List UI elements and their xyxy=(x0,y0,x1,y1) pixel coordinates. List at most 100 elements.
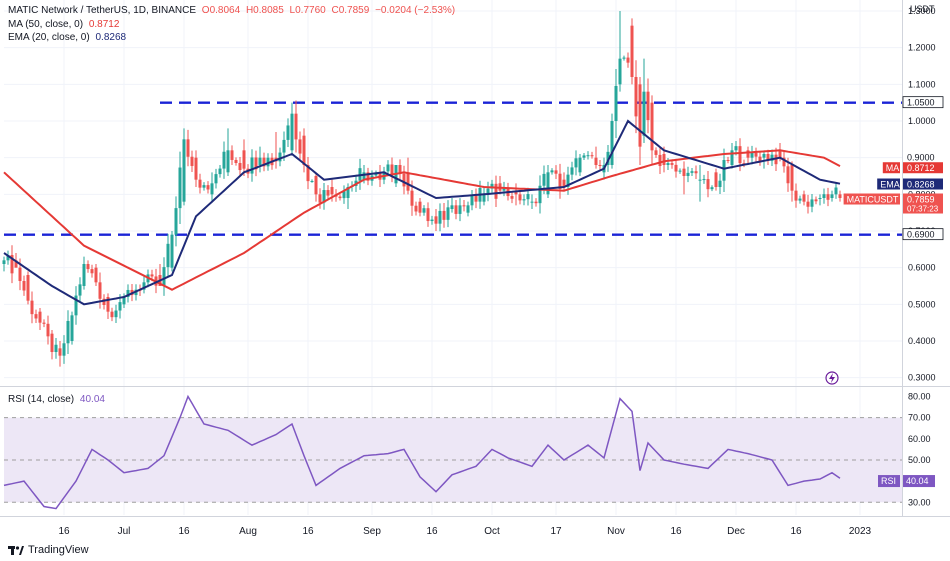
candle-up xyxy=(718,173,722,194)
candle-body xyxy=(302,135,306,165)
candle-body xyxy=(526,194,530,200)
candle-up xyxy=(702,174,706,184)
rsi-tick-label: 80.00 xyxy=(908,391,931,401)
candle-up xyxy=(482,187,486,206)
candle-body xyxy=(142,282,146,290)
candle-body xyxy=(454,205,458,214)
candle-body xyxy=(162,267,166,286)
candle-down xyxy=(758,152,762,166)
candle-body xyxy=(582,155,586,158)
candle-up xyxy=(798,195,802,204)
candle-up xyxy=(430,215,434,225)
candle-down xyxy=(454,200,458,220)
candle-up xyxy=(822,188,826,204)
ohlc-close: C0.7859 xyxy=(331,5,370,16)
candle-down xyxy=(694,165,698,179)
price-tag-ma: 0.8712 MA xyxy=(882,162,943,174)
ema-value: 0.8268 xyxy=(95,32,127,43)
candle-up xyxy=(258,146,262,173)
candle-up xyxy=(490,179,494,193)
candle-body xyxy=(346,187,350,198)
price-tag-ema: 0.8268 EMA xyxy=(877,178,943,190)
candle-body xyxy=(578,157,582,173)
candle-up xyxy=(78,277,82,303)
candle-body xyxy=(418,201,422,213)
candle-down xyxy=(38,308,42,330)
candle-body xyxy=(722,159,726,181)
candle-up xyxy=(818,194,822,206)
candle-body xyxy=(98,282,102,299)
candle-body xyxy=(766,154,770,161)
price-tag-value: 1.0500 xyxy=(907,98,935,108)
time-tick-label: Nov xyxy=(607,526,625,537)
rsi-tag: 40.04 RSI xyxy=(878,475,935,488)
candle-body xyxy=(50,333,54,352)
candle-down xyxy=(510,191,514,204)
candle-body xyxy=(758,156,762,162)
candle-body xyxy=(78,284,82,296)
price-tag-box xyxy=(902,228,944,241)
candle-down xyxy=(262,152,266,172)
candle-body xyxy=(94,267,98,283)
candle-up xyxy=(2,256,6,272)
candle-body xyxy=(58,348,62,356)
candle-body xyxy=(666,163,670,165)
candle-body xyxy=(282,139,286,153)
price-tag-label-box xyxy=(843,193,900,205)
price-tick-label: 0.6000 xyxy=(908,263,936,273)
candle-body xyxy=(54,344,58,352)
candle-body xyxy=(590,155,594,157)
price-tag-label: MA xyxy=(886,163,900,173)
candle-up xyxy=(686,166,690,183)
candle-up xyxy=(606,145,610,172)
candle-body xyxy=(2,260,6,264)
candle-down xyxy=(42,319,46,328)
price-tag-box xyxy=(902,96,944,109)
candle-body xyxy=(414,205,418,212)
candle-down xyxy=(318,188,322,209)
candle-body xyxy=(566,174,570,187)
candle-up xyxy=(614,68,618,139)
candle-body xyxy=(218,168,222,175)
candle-up xyxy=(278,147,282,167)
candle-body xyxy=(170,234,174,268)
candle-body xyxy=(742,163,746,165)
candle-body xyxy=(674,164,678,172)
candle-down xyxy=(86,260,90,273)
candle-down xyxy=(402,165,406,195)
candle-body xyxy=(386,164,390,172)
time-tick-label: 16 xyxy=(178,526,190,537)
candle-up xyxy=(122,293,126,308)
ema-legend: EMA (20, close, 0) 0.8268 xyxy=(8,32,126,43)
candle-up xyxy=(62,335,66,364)
candle-down xyxy=(494,175,498,207)
candle-down xyxy=(654,147,658,158)
candle-body xyxy=(734,146,738,151)
candle-body xyxy=(90,269,94,274)
candle-down xyxy=(554,165,558,179)
candle-body xyxy=(318,194,322,203)
candles xyxy=(2,11,842,367)
candle-up xyxy=(170,231,174,272)
candle-body xyxy=(118,302,122,311)
candle-up xyxy=(222,141,226,179)
candle-body xyxy=(818,198,822,199)
candle-body xyxy=(194,157,198,180)
candle-body xyxy=(598,165,602,166)
candle-body xyxy=(342,191,346,199)
candle-down xyxy=(630,18,634,85)
candle-up xyxy=(6,250,10,265)
candle-up xyxy=(210,172,214,202)
candle-down xyxy=(206,181,210,194)
candle-down xyxy=(186,129,190,167)
candle-body xyxy=(322,190,326,203)
candle-down xyxy=(638,77,642,165)
candle-down xyxy=(754,147,758,162)
candle-down xyxy=(366,167,370,186)
candle-body xyxy=(738,146,742,164)
candle-down xyxy=(390,157,394,183)
tradingview-brand[interactable]: TradingView xyxy=(8,544,89,556)
candle-body xyxy=(18,267,22,281)
candle-down xyxy=(674,158,678,178)
